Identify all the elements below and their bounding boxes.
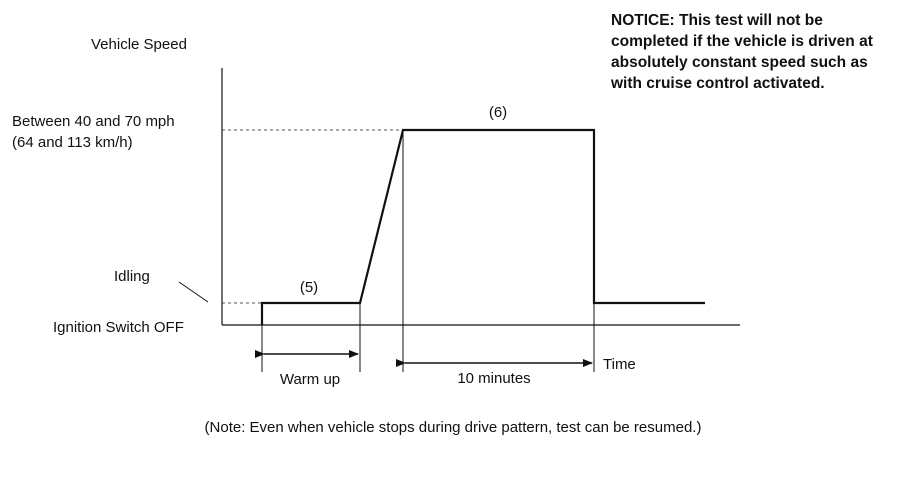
cruise-step-label: (6) [489, 104, 507, 121]
y-axis-label: Vehicle Speed [91, 36, 187, 53]
idling-label: Idling [114, 268, 150, 285]
warmup-duration-label: Warm up [280, 371, 340, 388]
notice-text: NOTICE: This test will not be completed … [611, 12, 873, 92]
warmup-step-label: (5) [300, 279, 318, 296]
idling-leader-line [178, 281, 209, 303]
speed-range-line2: (64 and 113 km/h) [12, 134, 133, 151]
speed-range-line1: Between 40 and 70 mph [12, 113, 175, 130]
x-axis-label: Time [603, 356, 636, 373]
ignition-switch-label: Ignition Switch OFF [53, 319, 184, 336]
speed-profile [260, 128, 705, 325]
cruise-duration-label: 10 minutes [457, 370, 530, 387]
footnote: (Note: Even when vehicle stops during dr… [205, 419, 702, 436]
